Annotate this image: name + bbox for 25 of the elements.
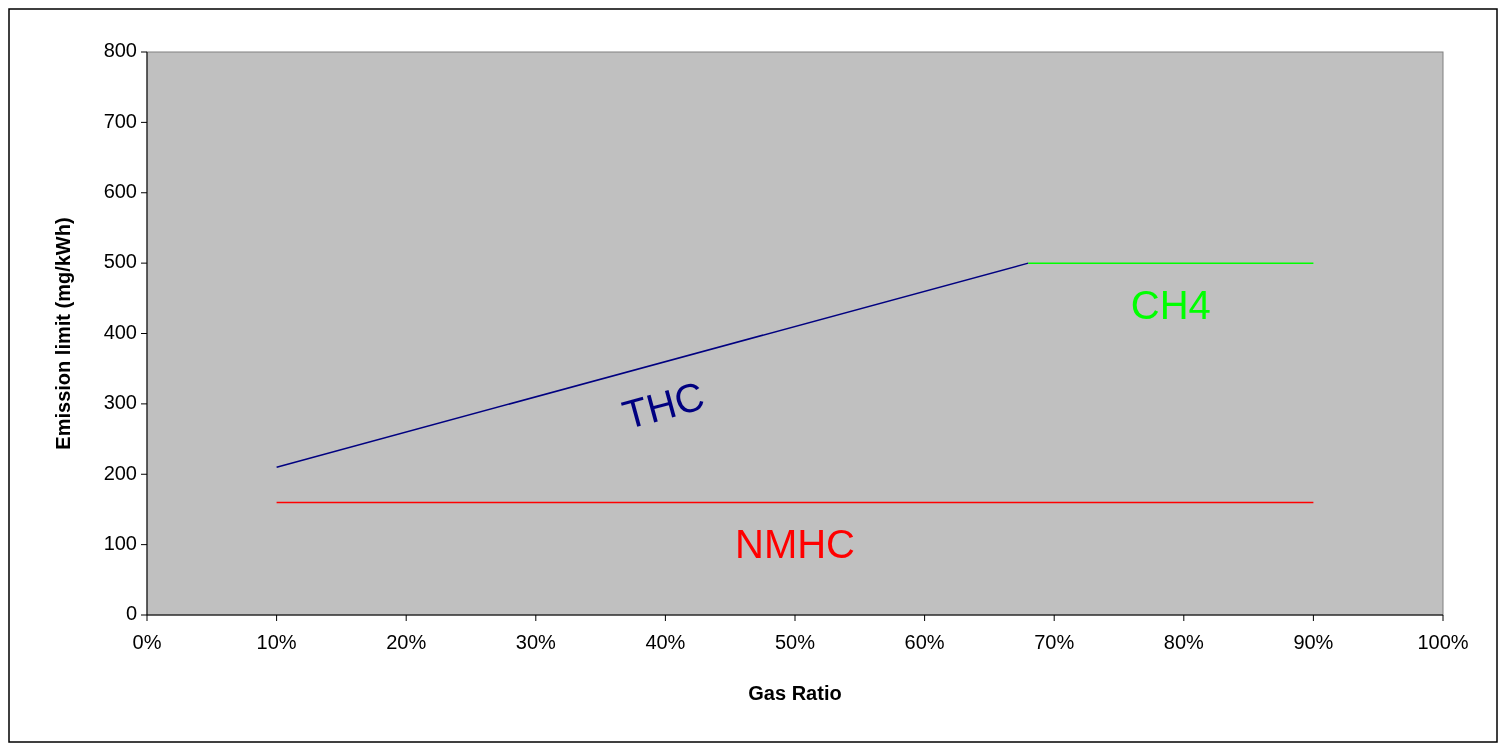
x-tick-label: 10%: [256, 631, 297, 653]
x-tick-label: 30%: [515, 631, 557, 653]
x-tick-label: 70%: [1034, 631, 1075, 653]
x-tick-label: 40%: [645, 631, 686, 653]
x-axis-title: Gas Ratio: [748, 682, 842, 704]
x-tick-label: 90%: [1293, 631, 1334, 653]
y-tick-label: 500: [103, 250, 137, 273]
y-tick-label: 0: [125, 602, 137, 625]
text: THC: [617, 373, 709, 438]
series-label: CH4: [1130, 282, 1211, 327]
x-tick-label: 80%: [1163, 631, 1205, 653]
y-tick-label: 400: [103, 320, 137, 343]
x-tick-label: 0%: [132, 631, 162, 653]
series-label: NMHC: [735, 521, 855, 566]
x-tick-label: 60%: [904, 631, 945, 653]
y-tick-label: 200: [103, 461, 137, 484]
y-tick-label: 600: [103, 180, 137, 203]
x-tick-label: 100%: [1417, 631, 1469, 653]
y-tick-label: 700: [103, 109, 137, 132]
y-axis-title: Emission limit (mg/kWh): [52, 217, 74, 450]
y-tick-label: 100: [103, 531, 137, 554]
y-tick-label: 800: [103, 39, 137, 62]
x-tick-label: 50%: [774, 631, 816, 653]
x-tick-label: 20%: [386, 631, 427, 653]
y-tick-label: 300: [103, 391, 137, 414]
